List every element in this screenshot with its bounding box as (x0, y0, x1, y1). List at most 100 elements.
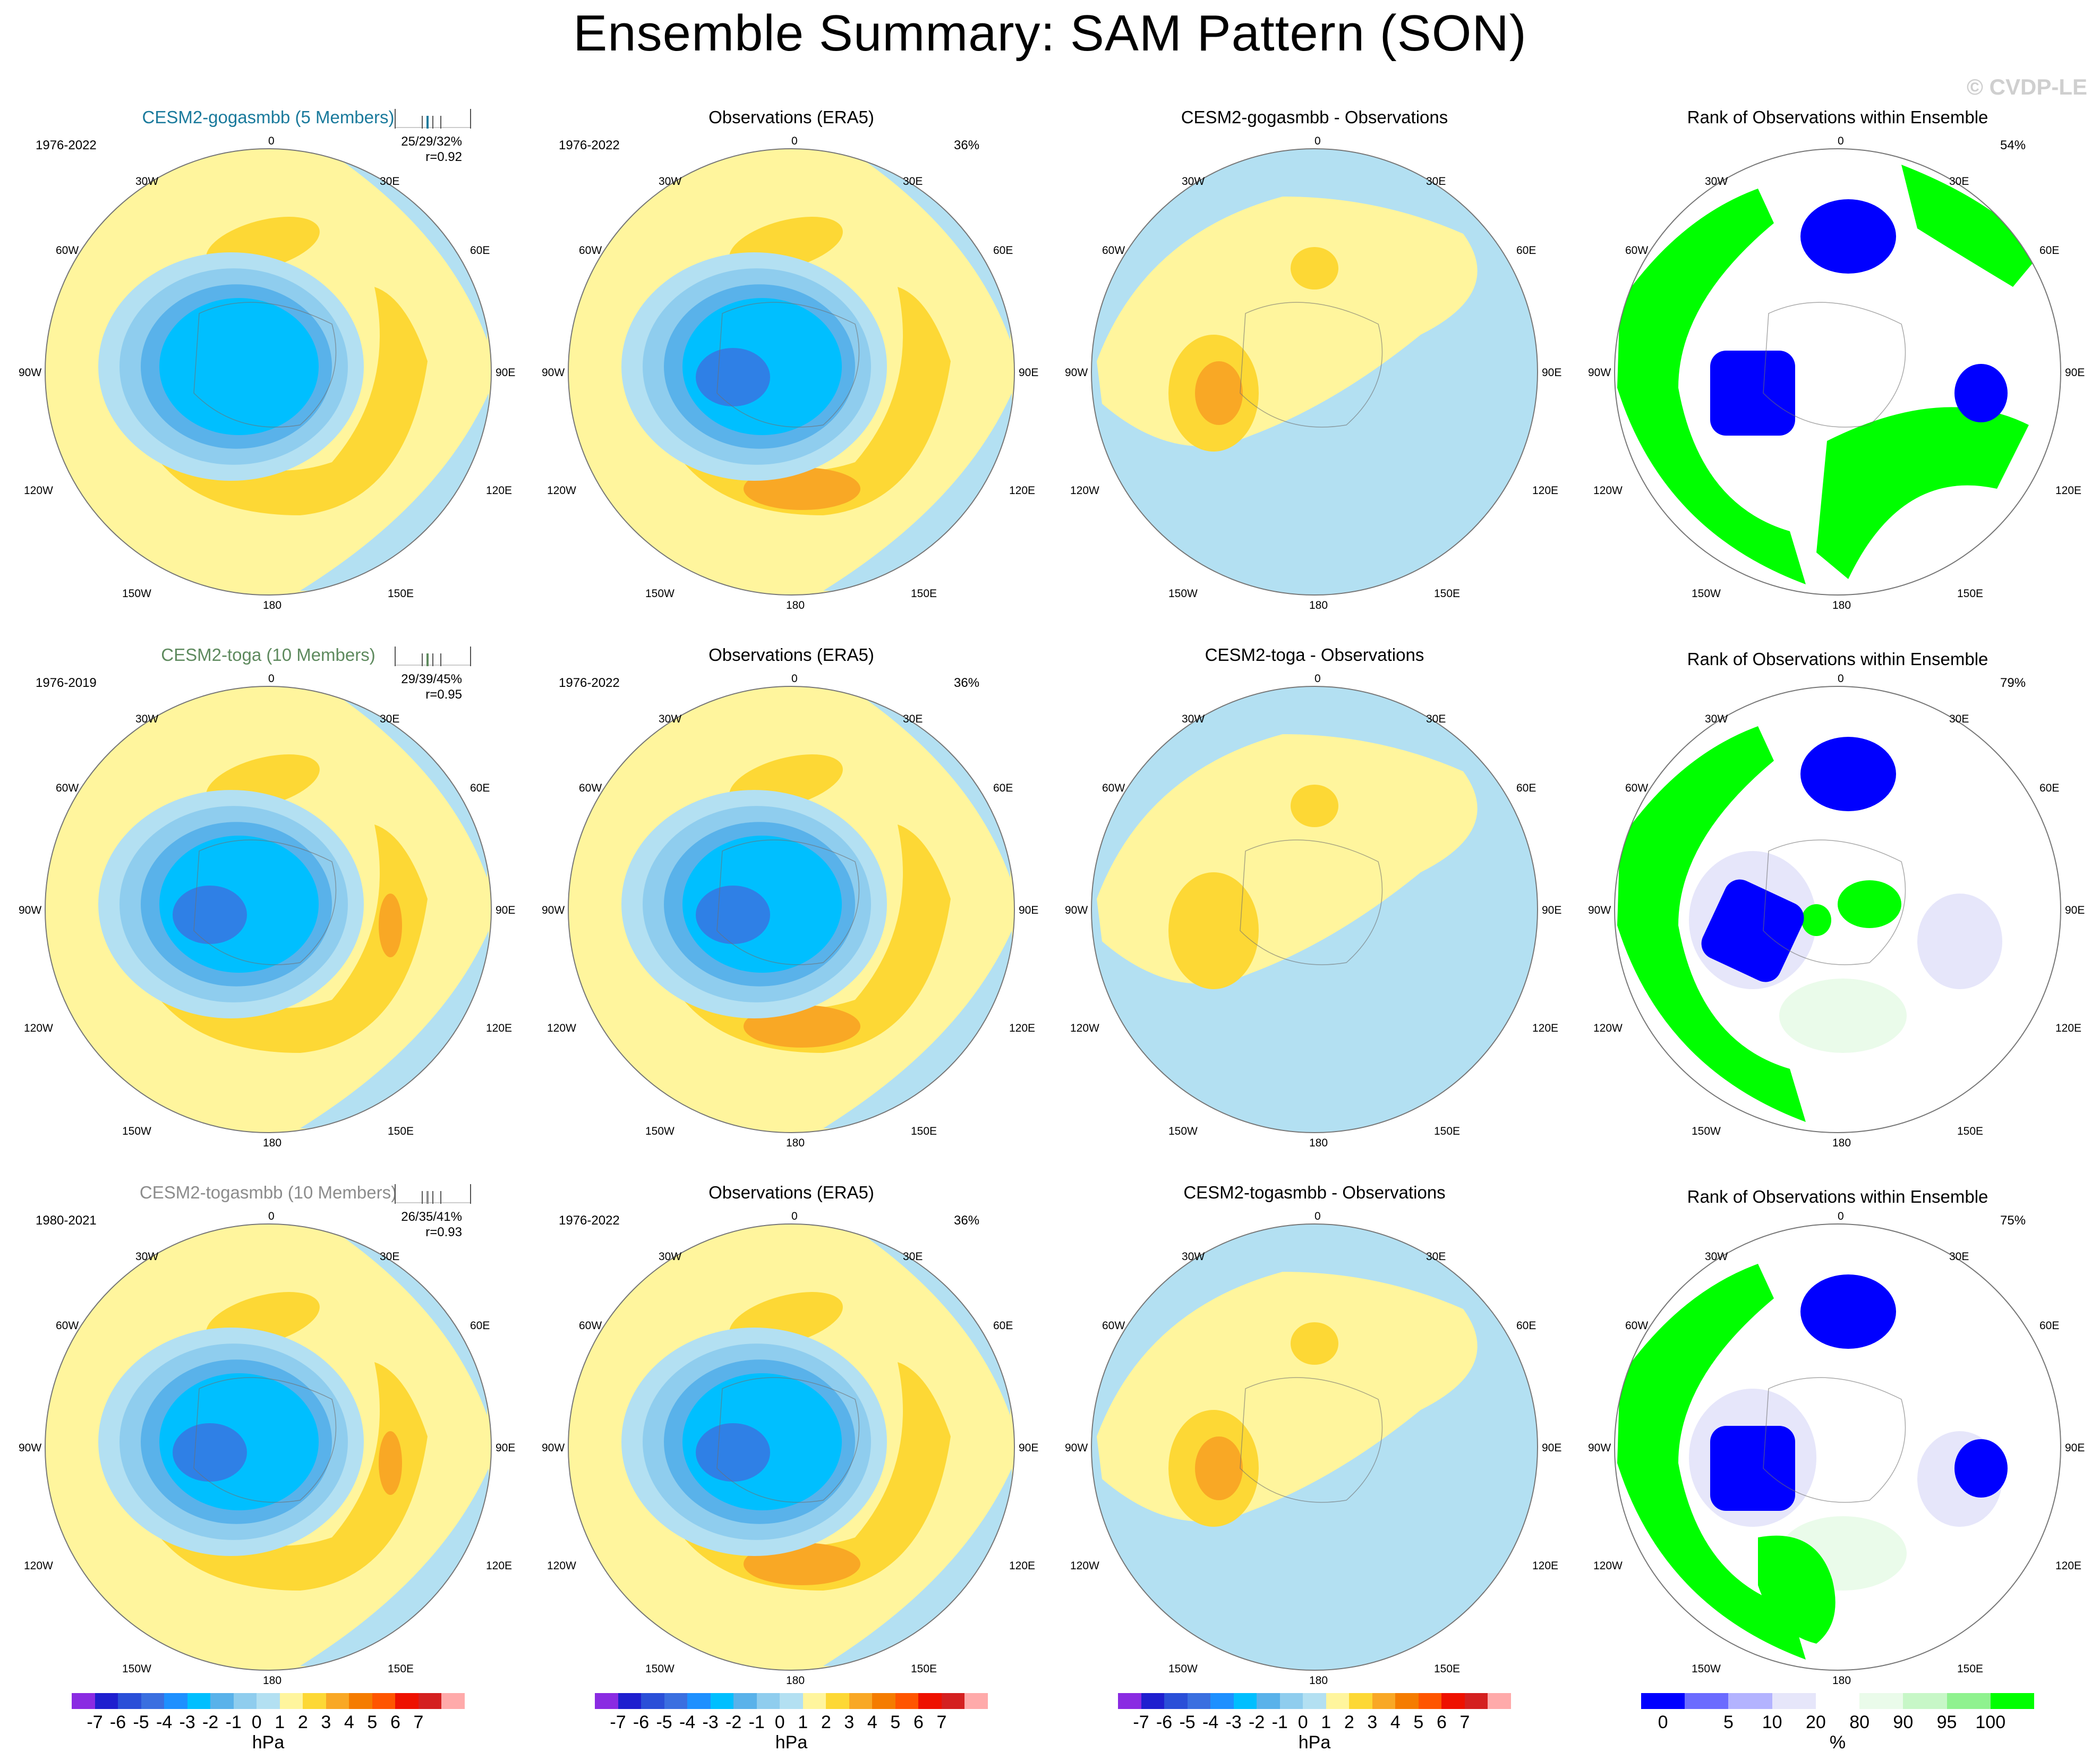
colorbar-swatch (141, 1693, 165, 1709)
lon-label-60e: 60E (2039, 782, 2060, 794)
lon-label-0: 0 (791, 1210, 798, 1222)
lon-label-0: 0 (791, 673, 798, 685)
pattern-stats: 29/39/45% (401, 672, 462, 686)
colorbar-swatch (72, 1693, 96, 1709)
panel-rank-row2: Rank of Observations within Ensemble 0 30W… (1561, 639, 2100, 1159)
lon-label-120w: 120W (1593, 1022, 1623, 1034)
model-period: 1980-2021 (36, 1213, 97, 1228)
lon-label-60w: 60W (1102, 244, 1125, 257)
lon-label-90w: 90W (19, 904, 42, 916)
lon-label-30w: 30W (135, 1251, 159, 1263)
lon-label-90e: 90E (1019, 367, 1039, 379)
lon-label-60w: 60W (579, 1320, 602, 1332)
colorbar-tick-label: -7 (87, 1712, 103, 1732)
antarctica-coastline (1240, 839, 1383, 965)
lon-label-90e: 90E (1542, 1442, 1562, 1454)
map-boundary (1091, 1223, 1538, 1671)
map-boundary (1091, 686, 1538, 1133)
lon-label-120e: 120E (486, 484, 513, 497)
panel-diff-row2: CESM2-toga - Observations 0 30W 30E 60W 60E 90… (1038, 639, 1591, 1159)
antarctica-coastline (1763, 302, 1906, 428)
obs-map (568, 686, 1015, 1133)
colorbar-tick-label: 5 (1413, 1712, 1424, 1732)
map-boundary (568, 148, 1015, 596)
lon-label-60e: 60E (993, 1320, 1013, 1332)
colorbar-tick-label: 3 (321, 1712, 331, 1732)
colorbar-tick-label: -5 (133, 1712, 149, 1732)
antarctica-coastline (716, 1377, 860, 1503)
obs-panel-title: Observations (ERA5) (708, 1183, 874, 1202)
colorbar-swatch (1990, 1693, 2035, 1709)
colorbar-tick-label: 0 (1297, 1712, 1308, 1732)
colorbar-unit: hPa (252, 1732, 285, 1753)
obs-explained-variance: 36% (954, 138, 980, 152)
colorbar-tick-label: 100 (1975, 1712, 2006, 1732)
lon-label-0: 0 (268, 135, 275, 147)
colorbar-swatch (1233, 1693, 1257, 1709)
lon-label-90e: 90E (496, 1442, 516, 1454)
colorbar-swatch (756, 1693, 780, 1709)
stats-tick-marks (395, 647, 471, 666)
lon-label-120w: 120W (24, 1560, 53, 1572)
lon-label-90w: 90W (19, 367, 42, 379)
lon-label-60w: 60W (56, 244, 79, 257)
colorbar-swatch (1815, 1693, 1860, 1709)
lon-label-180: 180 (786, 1674, 805, 1687)
lon-label-120e: 120E (486, 1022, 513, 1034)
colorbar-swatch (1947, 1693, 1991, 1709)
antarctica-coastline (193, 302, 337, 428)
lon-label-90w: 90W (1588, 1442, 1611, 1454)
lon-label-120w: 120W (1070, 1560, 1099, 1572)
colorbar-tick-label: 7 (936, 1712, 947, 1732)
lon-label-30w: 30W (659, 713, 682, 725)
lon-label-120w: 120W (24, 1022, 53, 1034)
lon-label-30e: 30E (1426, 1251, 1446, 1263)
map-boundary (568, 686, 1015, 1133)
colorbar-swatch (918, 1693, 942, 1709)
lon-label-60e: 60E (1516, 244, 1536, 257)
colorbar-swatch (1372, 1693, 1396, 1709)
model-map (45, 686, 492, 1133)
lon-label-30w: 30W (1182, 713, 1205, 725)
colorbar-swatch (710, 1693, 734, 1709)
lon-label-90w: 90W (542, 904, 565, 916)
stats-tick-marks (395, 1184, 471, 1204)
colorbar-swatch (1903, 1693, 1948, 1709)
colorbar-swatch (1395, 1693, 1419, 1709)
lon-label-150w: 150W (1692, 1663, 1721, 1675)
lon-label-150w: 150W (645, 588, 675, 600)
colorbar-swatch (1164, 1693, 1188, 1709)
colorbar-unit: hPa (1298, 1732, 1331, 1753)
lon-label-30e: 30E (380, 1251, 400, 1263)
panel-model-row1: CESM2-gogasmbb (5 Members) 0 30W 30E 60W 60E 9… (0, 101, 544, 622)
colorbar-tick-label: -5 (656, 1712, 672, 1732)
lon-label-150e: 150E (1957, 588, 1984, 600)
colorbar-swatch (849, 1693, 873, 1709)
pattern-stats: 25/29/32% (401, 134, 462, 149)
model-stats: 25/29/32% r=0.92 (401, 134, 462, 165)
lon-label-90w: 90W (1588, 904, 1611, 916)
lon-label-180: 180 (1832, 1674, 1851, 1687)
page-title: Ensemble Summary: SAM Pattern (SON) (573, 5, 1527, 62)
colorbar-swatch (233, 1693, 257, 1709)
lon-label-60w: 60W (56, 1320, 79, 1332)
lon-label-180: 180 (1309, 1137, 1328, 1149)
lon-label-150e: 150E (911, 1125, 937, 1137)
lon-label-150w: 150W (1692, 1125, 1721, 1137)
colorbar-tick-label: 1 (1321, 1712, 1331, 1732)
colorbar-tick-label: -4 (679, 1712, 696, 1732)
colorbar-tick-label: -7 (610, 1712, 626, 1732)
model-panel-title: CESM2-gogasmbb (5 Members) (142, 107, 395, 127)
lon-label-30w: 30W (659, 175, 682, 188)
colorbar-tick-label: 2 (297, 1712, 308, 1732)
antarctica-coastline (1763, 839, 1906, 965)
lon-label-30w: 30W (1182, 175, 1205, 188)
panel-diff-row1: CESM2-gogasmbb - Observations 0 30W 30E 60W 6… (1038, 101, 1591, 622)
lon-label-30e: 30E (1949, 175, 1969, 188)
colorbar-swatch (1859, 1693, 1903, 1709)
lon-label-150e: 150E (1434, 1663, 1461, 1675)
map-boundary (45, 686, 492, 1133)
lon-label-60e: 60E (2039, 244, 2060, 257)
lon-label-180: 180 (1309, 599, 1328, 611)
colorbar-swatch (1685, 1693, 1729, 1709)
